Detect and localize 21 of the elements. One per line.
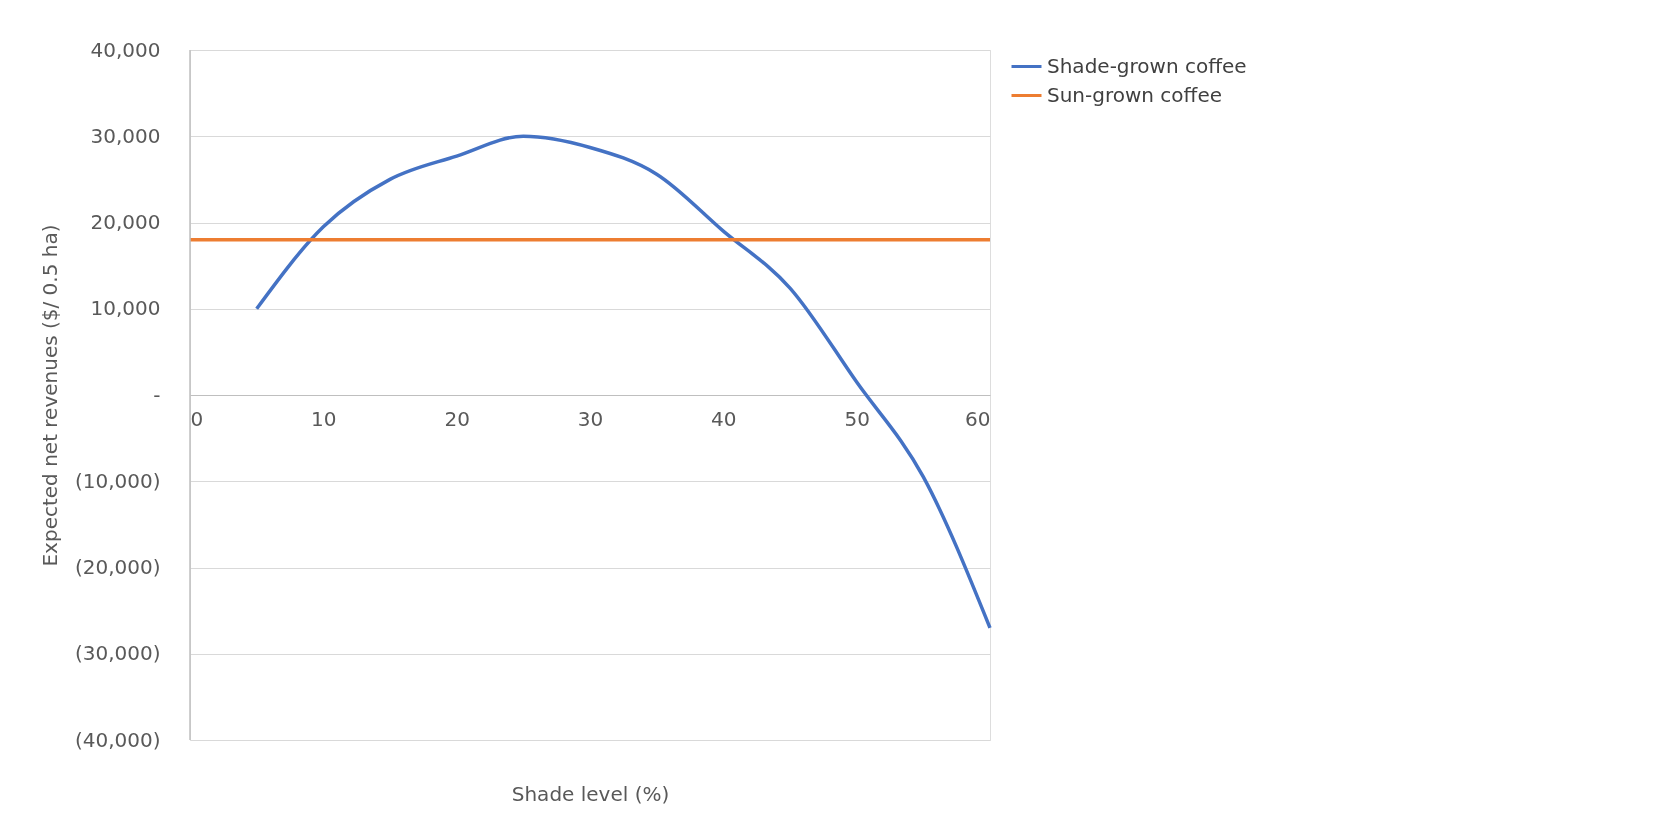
y-tick-label: 40,000 <box>90 37 161 62</box>
y-tick-label: (10,000) <box>74 468 161 493</box>
x-axis-title: Shade level (%) <box>511 781 670 806</box>
y-tick-label: - <box>153 382 161 407</box>
y-tick-label: 20,000 <box>90 210 161 234</box>
legend-label: Shade-grown coffee <box>1047 53 1247 78</box>
y-tick-label: 30,000 <box>90 123 161 148</box>
x-tick-label: 50 <box>844 406 870 431</box>
y-tick-label: 10,000 <box>90 296 161 321</box>
y-tick-label: (30,000) <box>74 641 161 666</box>
y-tick-label: (40,000) <box>74 727 161 752</box>
x-tick-label: 60 <box>965 406 991 431</box>
line-series <box>254 134 992 630</box>
x-tick-label: 20 <box>444 406 470 431</box>
x-tick-label: 0 <box>190 406 204 431</box>
y-tick-label: (20,000) <box>74 555 161 579</box>
x-tick-label: 30 <box>577 406 604 431</box>
x-tick-label: 10 <box>311 406 337 431</box>
legend-label: Sun-grown coffee <box>1047 82 1222 107</box>
x-tick-label: 40 <box>711 406 737 431</box>
y-axis-title: Expected net revenues ($/ 0.5 ha) <box>37 224 62 567</box>
